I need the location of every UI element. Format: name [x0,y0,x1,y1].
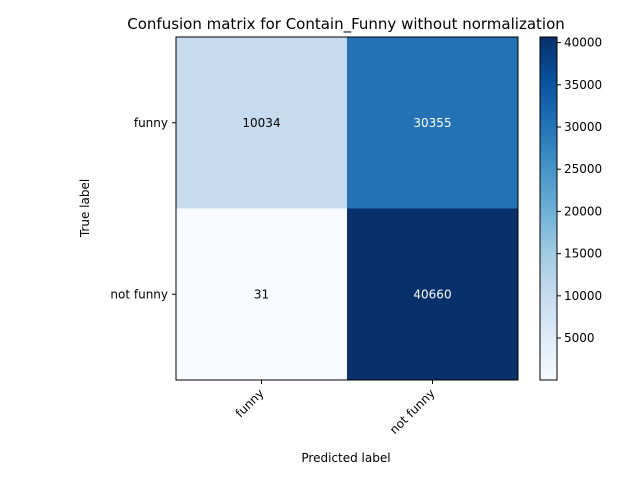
cell-value-label: 40660 [413,287,451,301]
cell-value-label: 31 [254,287,269,301]
colorbar-tick-label: 15000 [564,247,602,261]
y-axis-ticks: funny not funny [110,116,176,301]
cell-value-label: 30355 [413,116,451,130]
x-tick-label: funny [233,386,267,420]
heatmap-cell [176,208,347,380]
heatmap-cells [176,37,518,380]
colorbar-tick-label: 5000 [564,331,595,345]
colorbar-tick-label: 25000 [564,162,602,176]
heatmap-cell [347,37,518,209]
chart-title: Confusion matrix for Contain_Funny witho… [127,15,565,34]
heatmap-frame [175,36,519,381]
colorbar-ticks: 5000 10000 15000 20000 25000 30000 35000 40000 [557,36,602,345]
colorbar-tick-label: 30000 [564,120,602,134]
x-axis-ticks: funny not funny [233,380,438,437]
x-axis-label: Predicted label [301,451,390,465]
x-tick-label: not funny [387,386,438,437]
colorbar-tick-label: 35000 [564,78,602,92]
colorbar-tick-label: 10000 [564,289,602,303]
colorbar-tick-label: 20000 [564,204,602,218]
heatmap-cell-labels: 10034 30355 31 40660 [242,116,451,302]
heatmap-cell [347,208,518,380]
y-tick-label: funny [134,116,168,130]
heatmap-cell [176,37,347,209]
cell-value-label: 10034 [242,116,280,130]
colorbar-tick-label: 40000 [564,36,602,50]
y-axis-label: True label [78,179,92,238]
colorbar [539,36,558,381]
y-tick-label: not funny [110,287,168,301]
